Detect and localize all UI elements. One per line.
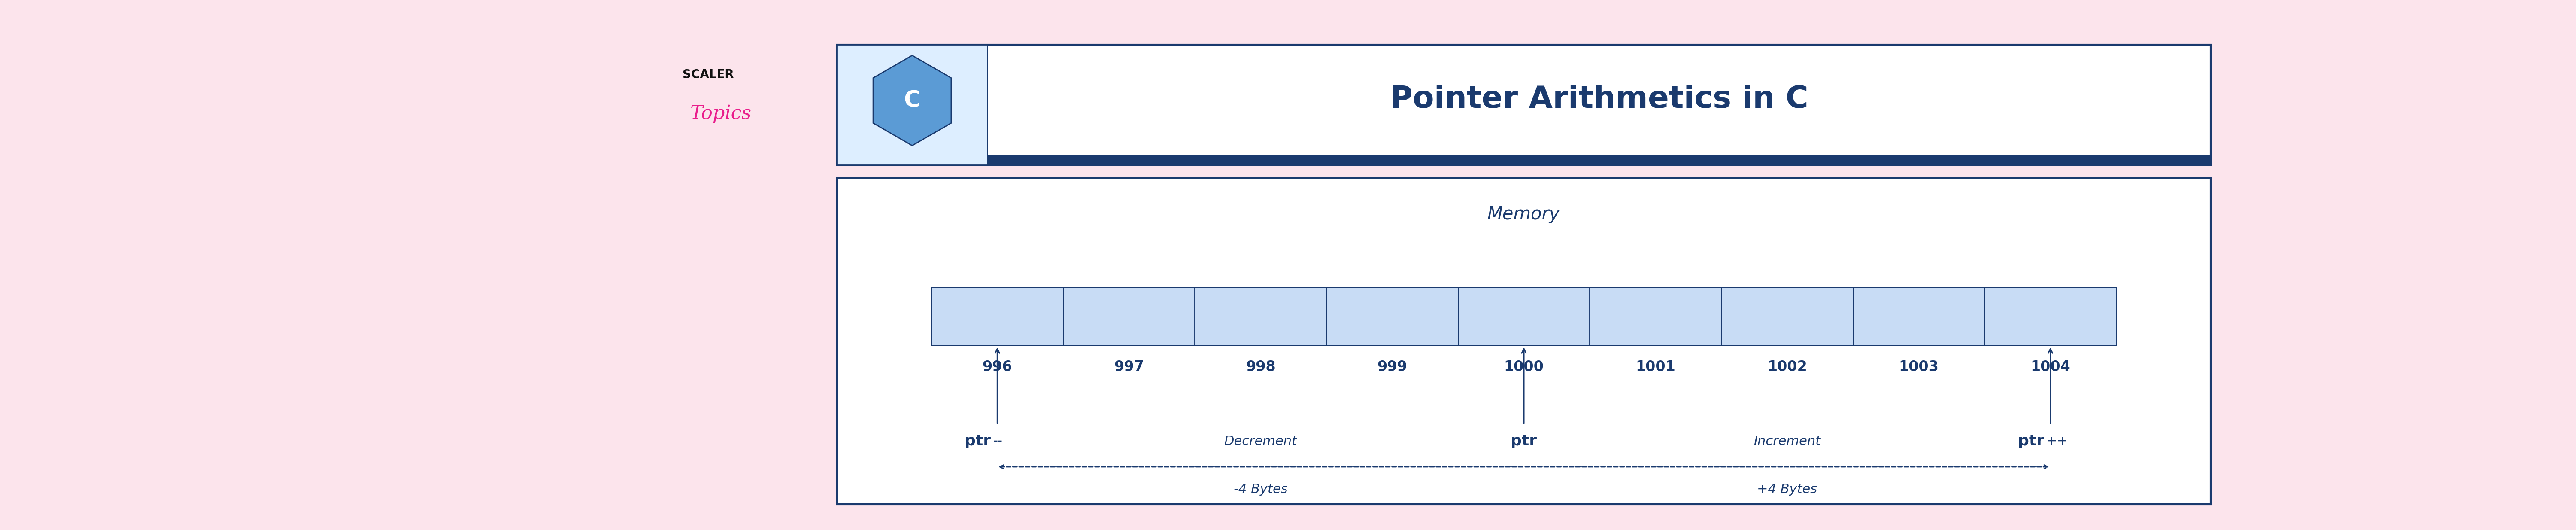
Bar (1458, 287, 1589, 346)
Text: 1001: 1001 (1636, 360, 1674, 374)
Text: 999: 999 (1378, 360, 1406, 374)
Text: --: -- (992, 435, 1002, 447)
Text: Increment: Increment (1754, 435, 1821, 447)
Text: Memory: Memory (1486, 205, 1561, 223)
Text: -4 Bytes: -4 Bytes (1234, 483, 1288, 496)
Text: 1002: 1002 (1767, 360, 1808, 374)
Bar (1327, 287, 1458, 346)
Bar (1721, 287, 1852, 346)
Text: 1004: 1004 (2030, 360, 2071, 374)
Bar (837, 155, 2210, 165)
Polygon shape (873, 56, 951, 146)
Text: Decrement: Decrement (1224, 435, 1298, 447)
Bar (1195, 287, 1327, 346)
Bar (1589, 287, 1721, 346)
Text: ptr: ptr (2017, 434, 2043, 448)
Text: 997: 997 (1113, 360, 1144, 374)
Text: ptr: ptr (963, 434, 992, 448)
Text: Topics: Topics (690, 104, 752, 122)
Bar (933, 287, 1064, 346)
Text: Pointer Arithmetics in C: Pointer Arithmetics in C (1391, 85, 1808, 114)
Text: 1003: 1003 (1899, 360, 1940, 374)
Text: 1000: 1000 (1504, 360, 1543, 374)
Text: 996: 996 (981, 360, 1012, 374)
Bar (837, 45, 2210, 165)
Bar (1852, 287, 1984, 346)
Bar (1064, 287, 1195, 346)
Text: C: C (904, 90, 920, 112)
Text: ++: ++ (2045, 435, 2069, 447)
Bar (837, 45, 987, 165)
Text: ptr: ptr (1510, 434, 1538, 448)
Text: SCALER: SCALER (683, 69, 734, 81)
Bar (837, 178, 2210, 504)
Text: +4 Bytes: +4 Bytes (1757, 483, 1816, 496)
Bar (1984, 287, 2117, 346)
Text: 998: 998 (1247, 360, 1275, 374)
